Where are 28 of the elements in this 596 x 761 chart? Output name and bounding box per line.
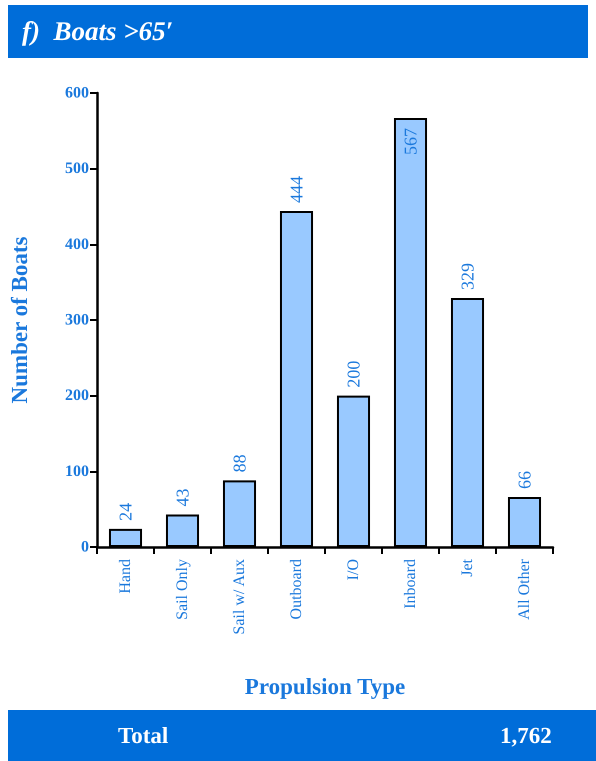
y-tick-label: 0 bbox=[81, 538, 89, 556]
chart-title: f) Boats >65′ bbox=[22, 15, 174, 47]
data-label: 88 bbox=[230, 454, 250, 472]
y-tick-label: 200 bbox=[65, 387, 89, 404]
data-label: 66 bbox=[514, 471, 534, 490]
data-label: 200 bbox=[344, 360, 364, 388]
x-tick-label: Sail Only bbox=[174, 559, 191, 620]
y-tick-label: 600 bbox=[65, 84, 89, 102]
y-tick-label: 100 bbox=[65, 462, 89, 480]
data-label: 444 bbox=[286, 176, 306, 204]
y-tick-label: 300 bbox=[65, 312, 89, 328]
y-tick-label: 500 bbox=[65, 160, 89, 178]
x-tick-label: I/O bbox=[345, 559, 362, 580]
x-tick-label: Sail w/ Aux bbox=[231, 559, 248, 635]
text: Total bbox=[118, 722, 168, 749]
y-axis-title: Number of Boats bbox=[7, 236, 32, 404]
data-label: 24 bbox=[116, 502, 136, 521]
data-label: 567 bbox=[400, 128, 420, 155]
x-tick-label: Hand bbox=[117, 559, 134, 594]
data-label: 43 bbox=[172, 488, 192, 506]
x-axis-title: Propulsion Type bbox=[244, 674, 406, 699]
data-label: 329 bbox=[458, 263, 478, 290]
x-tick-label: Inboard bbox=[402, 559, 419, 609]
x-tick-label: All Other bbox=[516, 558, 533, 620]
y-tick-label: 400 bbox=[65, 236, 89, 253]
x-tick-label: Outboard bbox=[288, 559, 305, 620]
x-tick-label: Jet bbox=[459, 558, 476, 577]
text: 1,762 bbox=[500, 722, 552, 749]
